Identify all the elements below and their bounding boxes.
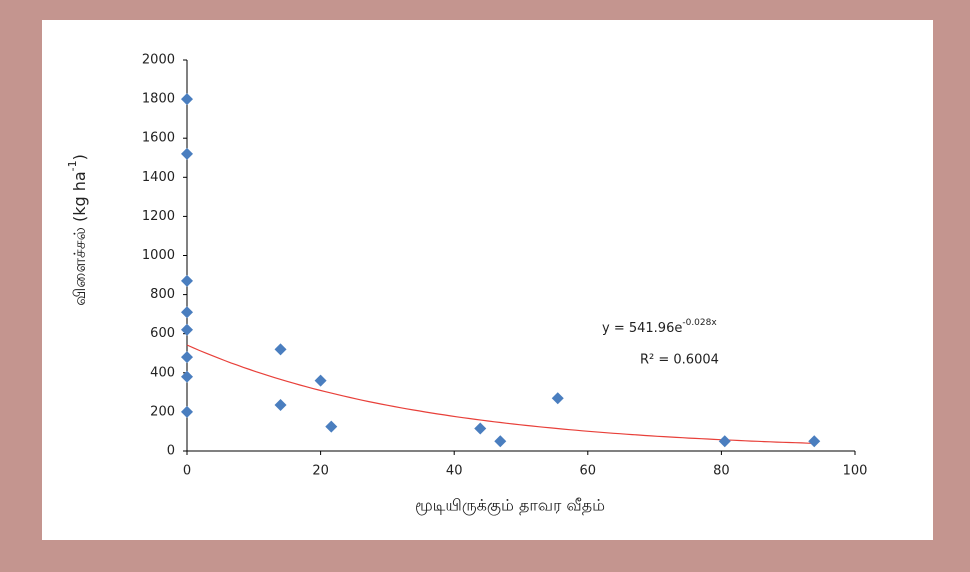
x-tick-label: 80: [713, 464, 730, 479]
y-tick-label: 1200: [142, 209, 175, 224]
y-tick-label: 400: [150, 365, 175, 380]
point: [181, 370, 193, 383]
y-tick-label: 1400: [142, 170, 175, 185]
point: [274, 343, 287, 356]
point: [551, 392, 564, 405]
equation: y = 541.96e-0.028x: [602, 318, 717, 336]
x-tick-label: 0: [183, 464, 191, 479]
y-tick-label: 600: [150, 326, 175, 341]
y-tick-label: 1000: [142, 248, 175, 263]
y-axis-title-main: விளைச்சல் (kg ha: [70, 171, 89, 306]
trendline: [186, 344, 815, 444]
point: [474, 422, 487, 435]
point: [181, 147, 193, 160]
y-axis-title-end: ): [70, 154, 89, 160]
y-tick-label: 200: [150, 404, 175, 419]
point: [181, 93, 193, 106]
point: [181, 323, 193, 336]
y-tick-label: 0: [167, 444, 175, 459]
y-axis-title: விளைச்சல் (kg ha-1): [66, 154, 89, 306]
point: [494, 435, 507, 448]
point: [181, 274, 193, 287]
equation-sup: -0.028x: [682, 318, 717, 328]
y-tick-label: 800: [150, 287, 175, 302]
point: [314, 374, 327, 387]
y-tick-label: 1800: [142, 92, 175, 107]
x-tick-label: 60: [580, 464, 597, 479]
r-squared: R² = 0.6004: [640, 353, 719, 368]
y-tick-label: 1600: [142, 131, 175, 146]
point: [808, 435, 821, 448]
equation-main: y = 541.96e: [602, 321, 682, 336]
point: [325, 420, 338, 433]
y-tick-label: 2000: [142, 53, 175, 68]
panel: [42, 20, 933, 540]
point: [181, 405, 193, 418]
point: [718, 435, 731, 448]
x-tick-label: 20: [312, 464, 329, 479]
x-tick-label: 100: [843, 464, 868, 479]
point: [181, 306, 193, 319]
point: [181, 351, 193, 364]
point: [274, 399, 287, 412]
x-tick-label: 40: [446, 464, 463, 479]
y-axis-title-sup: -1: [66, 160, 79, 171]
x-axis-title: மூடியிருக்கும் தாவர வீதம்: [415, 496, 605, 516]
